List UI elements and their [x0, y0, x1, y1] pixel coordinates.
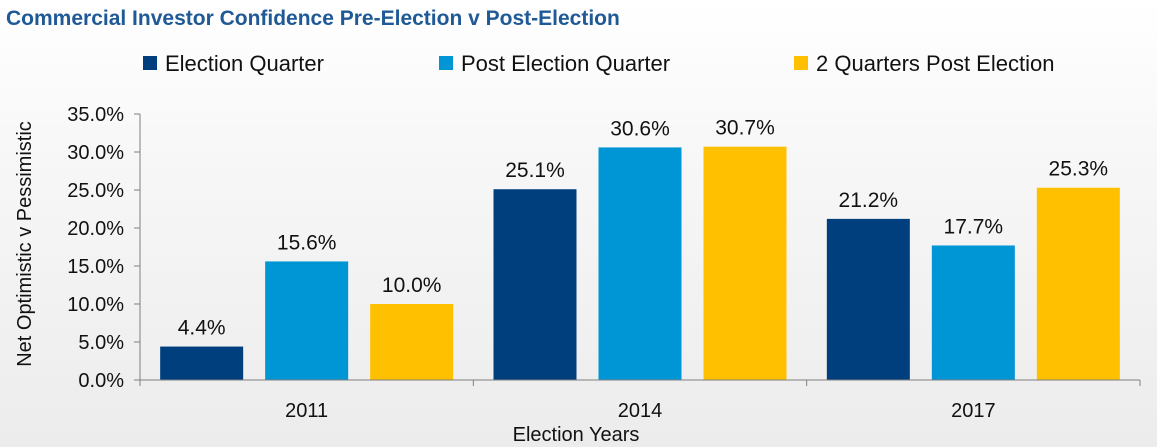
legend-label-2-quarters-post-election: 2 Quarters Post Election [816, 51, 1054, 76]
data-label-2011-post-election-quarter: 15.6% [277, 231, 337, 254]
bar-2017-election-quarter [826, 218, 910, 380]
y-axis-title: Net Optimistic v Pessimistic [14, 121, 36, 367]
data-label-2011-2-quarters-post-election: 10.0% [382, 274, 442, 297]
bar-2017-2-quarters-post-election [1036, 187, 1120, 380]
data-label-2017-post-election-quarter: 17.7% [944, 215, 1004, 238]
bar-2011-2-quarters-post-election [370, 304, 454, 380]
y-tick-label: 20.0% [67, 218, 124, 240]
x-axis: 2011 2014 2017 [139, 379, 1141, 422]
bar-2011-post-election-quarter [265, 261, 349, 380]
bar-2014-2-quarters-post-election [703, 146, 787, 380]
y-axis: 0.0% 5.0% 10.0% 15.0% 20.0% 25.0% 30.0% 35.0% [67, 104, 141, 392]
bars-group: 4.4% 15.6% 10.0% 25.1% 30.6% 30.7% 21.2% 17.7% 2… [160, 117, 1120, 380]
y-tick-label: 5.0% [78, 332, 124, 354]
data-label-2014-election-quarter: 25.1% [505, 159, 565, 182]
data-label-2014-post-election-quarter: 30.6% [610, 117, 670, 140]
legend-swatch-post-election-quarter [439, 56, 453, 70]
bar-2017-post-election-quarter [931, 245, 1015, 380]
legend-label-election-quarter: Election Quarter [165, 51, 324, 76]
x-tick-label-2017: 2017 [951, 400, 996, 422]
chart-legend: Election Quarter Post Election Quarter 2 Q… [143, 51, 1054, 76]
y-tick-label: 0.0% [78, 370, 124, 392]
data-label-2011-election-quarter: 4.4% [178, 317, 226, 340]
bar-2014-post-election-quarter [598, 147, 682, 380]
bar-2011-election-quarter [160, 346, 244, 380]
data-label-2017-election-quarter: 21.2% [839, 189, 899, 212]
y-tick-label: 15.0% [67, 256, 124, 278]
legend-swatch-election-quarter [143, 56, 157, 70]
y-tick-label: 10.0% [67, 294, 124, 316]
y-tick-label: 30.0% [67, 142, 124, 164]
x-tick-label-2014: 2014 [618, 400, 663, 422]
legend-label-post-election-quarter: Post Election Quarter [461, 51, 670, 76]
legend-swatch-2-quarters-post-election [794, 56, 808, 70]
bar-2014-election-quarter [493, 189, 577, 380]
data-label-2017-2-quarters-post-election: 25.3% [1049, 158, 1109, 181]
y-tick-label: 25.0% [67, 180, 124, 202]
x-axis-title: Election Years [513, 424, 640, 446]
chart-title: Commercial Investor Confidence Pre-Elect… [6, 7, 620, 30]
y-tick-label: 35.0% [67, 104, 124, 126]
data-label-2014-2-quarters-post-election: 30.7% [715, 117, 775, 140]
x-tick-label-2011: 2011 [285, 400, 328, 422]
